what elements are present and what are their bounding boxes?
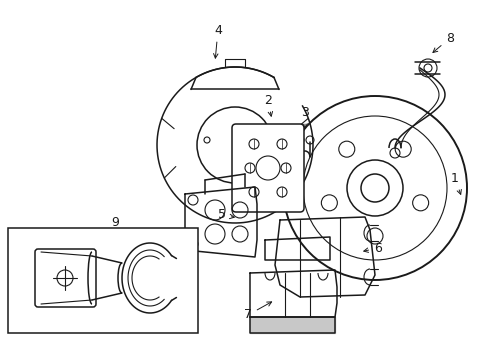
Text: 4: 4 [213, 23, 222, 58]
Text: 9: 9 [106, 216, 119, 239]
Polygon shape [249, 317, 334, 333]
Text: 7: 7 [244, 302, 271, 321]
Text: 10: 10 [134, 308, 150, 327]
Text: 6: 6 [363, 242, 381, 255]
Text: 3: 3 [301, 105, 308, 128]
Text: 5: 5 [218, 208, 234, 221]
Text: 2: 2 [264, 94, 272, 116]
Text: 8: 8 [432, 31, 453, 53]
Text: 1: 1 [450, 171, 460, 194]
FancyBboxPatch shape [231, 124, 304, 212]
FancyBboxPatch shape [35, 249, 96, 307]
Bar [8, 228, 198, 333]
